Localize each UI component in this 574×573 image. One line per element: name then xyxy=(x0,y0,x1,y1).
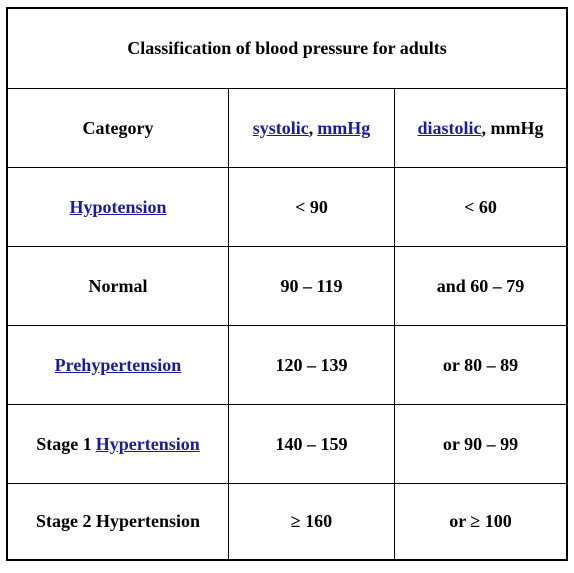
table-row: Stage 1 Hypertension 140 – 159 or 90 – 99 xyxy=(8,404,566,483)
hypertension-link[interactable]: Hypertension xyxy=(95,433,200,454)
category-cell: Normal xyxy=(88,275,148,296)
category-cell: Prehypertension xyxy=(8,326,228,404)
header-diastolic: diastolic, mmHg xyxy=(394,89,566,167)
systolic-link[interactable]: systolic xyxy=(252,117,309,138)
table-title-row: Classification of blood pressure for adu… xyxy=(8,9,566,88)
table-row: Normal 90 – 119 and 60 – 79 xyxy=(8,246,566,325)
table-row: Prehypertension 120 – 139 or 80 – 89 xyxy=(8,325,566,404)
prehypertension-link[interactable]: Prehypertension xyxy=(54,354,182,375)
category-cell: Hypotension xyxy=(8,168,228,246)
systolic-cell: 120 – 139 xyxy=(228,326,394,404)
systolic-cell: 140 – 159 xyxy=(228,405,394,483)
diastolic-cell: < 60 xyxy=(394,168,566,246)
diastolic-cell: or 90 – 99 xyxy=(394,405,566,483)
blood-pressure-table: Classification of blood pressure for adu… xyxy=(6,7,568,561)
systolic-cell: < 90 xyxy=(228,168,394,246)
mmhg-link[interactable]: mmHg xyxy=(317,117,371,138)
systolic-separator: , xyxy=(308,117,314,138)
header-category: Category xyxy=(82,117,154,138)
header-systolic: systolic, mmHg xyxy=(228,89,394,167)
table-title: Classification of blood pressure for adu… xyxy=(127,38,447,58)
category-cell: Stage 1 Hypertension xyxy=(8,405,228,483)
table-row: Hypotension < 90 < 60 xyxy=(8,167,566,246)
diastolic-cell: and 60 – 79 xyxy=(394,247,566,325)
diastolic-link[interactable]: diastolic xyxy=(417,117,482,138)
table-header-row: Category systolic, mmHg diastolic, mmHg xyxy=(8,88,566,167)
diastolic-unit: , mmHg xyxy=(481,117,544,138)
systolic-cell: ≥ 160 xyxy=(228,484,394,559)
category-prefix: Stage 1 xyxy=(36,433,92,454)
table-row: Stage 2 Hypertension ≥ 160 or ≥ 100 xyxy=(8,483,566,559)
diastolic-cell: or 80 – 89 xyxy=(394,326,566,404)
hypotension-link[interactable]: Hypotension xyxy=(69,196,167,217)
diastolic-cell: or ≥ 100 xyxy=(394,484,566,559)
systolic-cell: 90 – 119 xyxy=(228,247,394,325)
category-cell: Stage 2 Hypertension xyxy=(36,511,200,531)
